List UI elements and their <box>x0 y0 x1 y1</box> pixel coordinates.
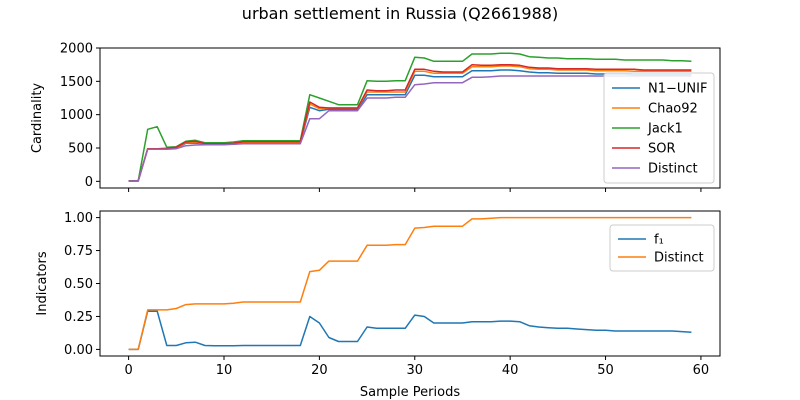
series-line <box>128 63 692 182</box>
x-tick-label: 30 <box>406 363 423 378</box>
y-tick-label: 0 <box>85 175 93 190</box>
y-axis-label: Cardinality <box>30 83 45 154</box>
legend-label: Distinct <box>654 251 704 266</box>
x-tick-label: 10 <box>216 363 233 378</box>
legend-label: f₁ <box>654 233 664 248</box>
figure-title: urban settlement in Russia (Q2661988) <box>242 4 558 23</box>
legend-box <box>609 224 715 272</box>
y-tick-label: 2000 <box>60 42 93 57</box>
legend-label: SOR <box>648 142 676 157</box>
y-tick-label: 0.75 <box>64 244 93 259</box>
series-line <box>128 75 692 182</box>
cardinality-panel: 0 500 1000 1500 2000 Cardinality N1−UNIF Chao92… <box>30 42 721 192</box>
x-tick-label: 20 <box>311 363 328 378</box>
legend-label: Chao92 <box>648 102 698 117</box>
x-tick-label: 60 <box>693 363 710 378</box>
y-tick-label: 0.00 <box>64 343 93 358</box>
y-tick-label: 500 <box>68 142 93 157</box>
indicators-panel: 0 10 20 30 40 50 60 0.00 0.25 0.50 0.75 1.00 Indicat… <box>35 210 721 378</box>
series-line <box>128 52 692 182</box>
legend-label: Jack1 <box>647 122 683 137</box>
y-tick-label: 1.00 <box>64 211 93 226</box>
legend-label: Distinct <box>648 162 698 177</box>
y-axis-label: Indicators <box>35 251 50 315</box>
legend-label: N1−UNIF <box>648 82 707 97</box>
legend-box <box>603 72 715 184</box>
x-tick-label: 40 <box>502 363 519 378</box>
y-tick-label: 1000 <box>60 108 93 123</box>
series-line <box>128 310 692 351</box>
x-tick-label: 0 <box>124 363 132 378</box>
y-tick-label: 0.25 <box>64 310 93 325</box>
x-axis-label: Sample Periods <box>360 385 460 400</box>
x-tick-label: 50 <box>597 363 614 378</box>
y-tick-label: 0.50 <box>64 277 93 292</box>
y-tick-label: 1500 <box>60 75 93 90</box>
series-line <box>128 216 692 351</box>
